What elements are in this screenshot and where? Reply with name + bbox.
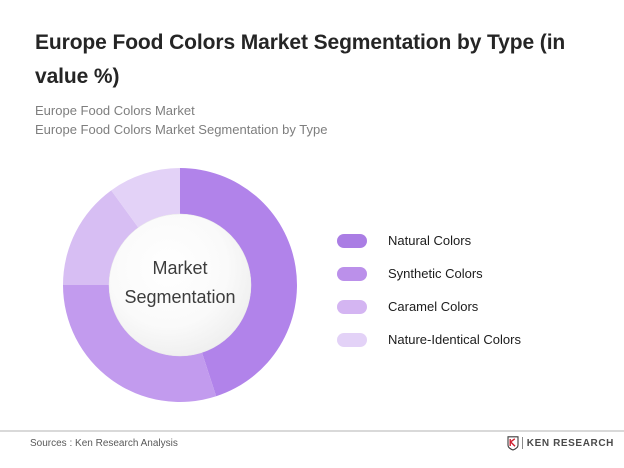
brand-separator bbox=[521, 437, 523, 449]
donut-segment-nature-identical-colors bbox=[111, 168, 180, 228]
legend-item: Synthetic Colors bbox=[337, 266, 521, 281]
brand-logo: KEN RESEARCH bbox=[507, 435, 614, 451]
donut-chart-svg bbox=[63, 168, 297, 402]
donut-segment-natural-colors bbox=[180, 168, 297, 397]
legend-label: Caramel Colors bbox=[388, 299, 479, 314]
legend-item: Nature-Identical Colors bbox=[337, 332, 521, 347]
page-title: Europe Food Colors Market Segmentation b… bbox=[35, 26, 605, 94]
legend-label: Nature-Identical Colors bbox=[388, 332, 521, 347]
legend-swatch-icon bbox=[337, 233, 367, 248]
footer-divider bbox=[0, 430, 624, 432]
chart-subtitle-line-2: Europe Food Colors Market Segmentation b… bbox=[35, 122, 328, 137]
chart-subtitle-line-1: Europe Food Colors Market bbox=[35, 103, 195, 118]
legend-item: Natural Colors bbox=[337, 233, 521, 248]
sources-text: Sources : Ken Research Analysis bbox=[30, 438, 178, 449]
page-title-line-1: Europe Food Colors Market Segmentation b… bbox=[35, 31, 566, 54]
donut-segment-caramel-colors bbox=[63, 190, 139, 285]
ken-research-shield-icon bbox=[507, 435, 519, 451]
legend-swatch-icon bbox=[337, 266, 367, 281]
legend-item: Caramel Colors bbox=[337, 299, 521, 314]
chart-subtitle: Europe Food Colors Market Europe Food Co… bbox=[35, 101, 535, 139]
legend-swatch-icon bbox=[337, 332, 367, 347]
donut-chart bbox=[60, 165, 300, 405]
brand-text: KEN RESEARCH bbox=[526, 437, 614, 449]
legend: Natural Colors Synthetic Colors Caramel Co… bbox=[337, 233, 521, 347]
page-title-line-2: value %) bbox=[35, 65, 120, 88]
legend-label: Synthetic Colors bbox=[388, 266, 483, 281]
legend-label: Natural Colors bbox=[388, 233, 472, 248]
legend-swatch-icon bbox=[337, 299, 367, 314]
donut-hole bbox=[108, 213, 252, 357]
